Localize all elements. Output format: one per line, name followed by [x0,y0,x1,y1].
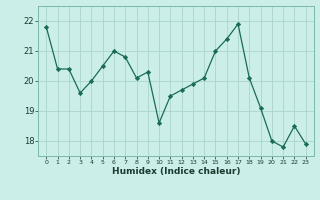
X-axis label: Humidex (Indice chaleur): Humidex (Indice chaleur) [112,167,240,176]
